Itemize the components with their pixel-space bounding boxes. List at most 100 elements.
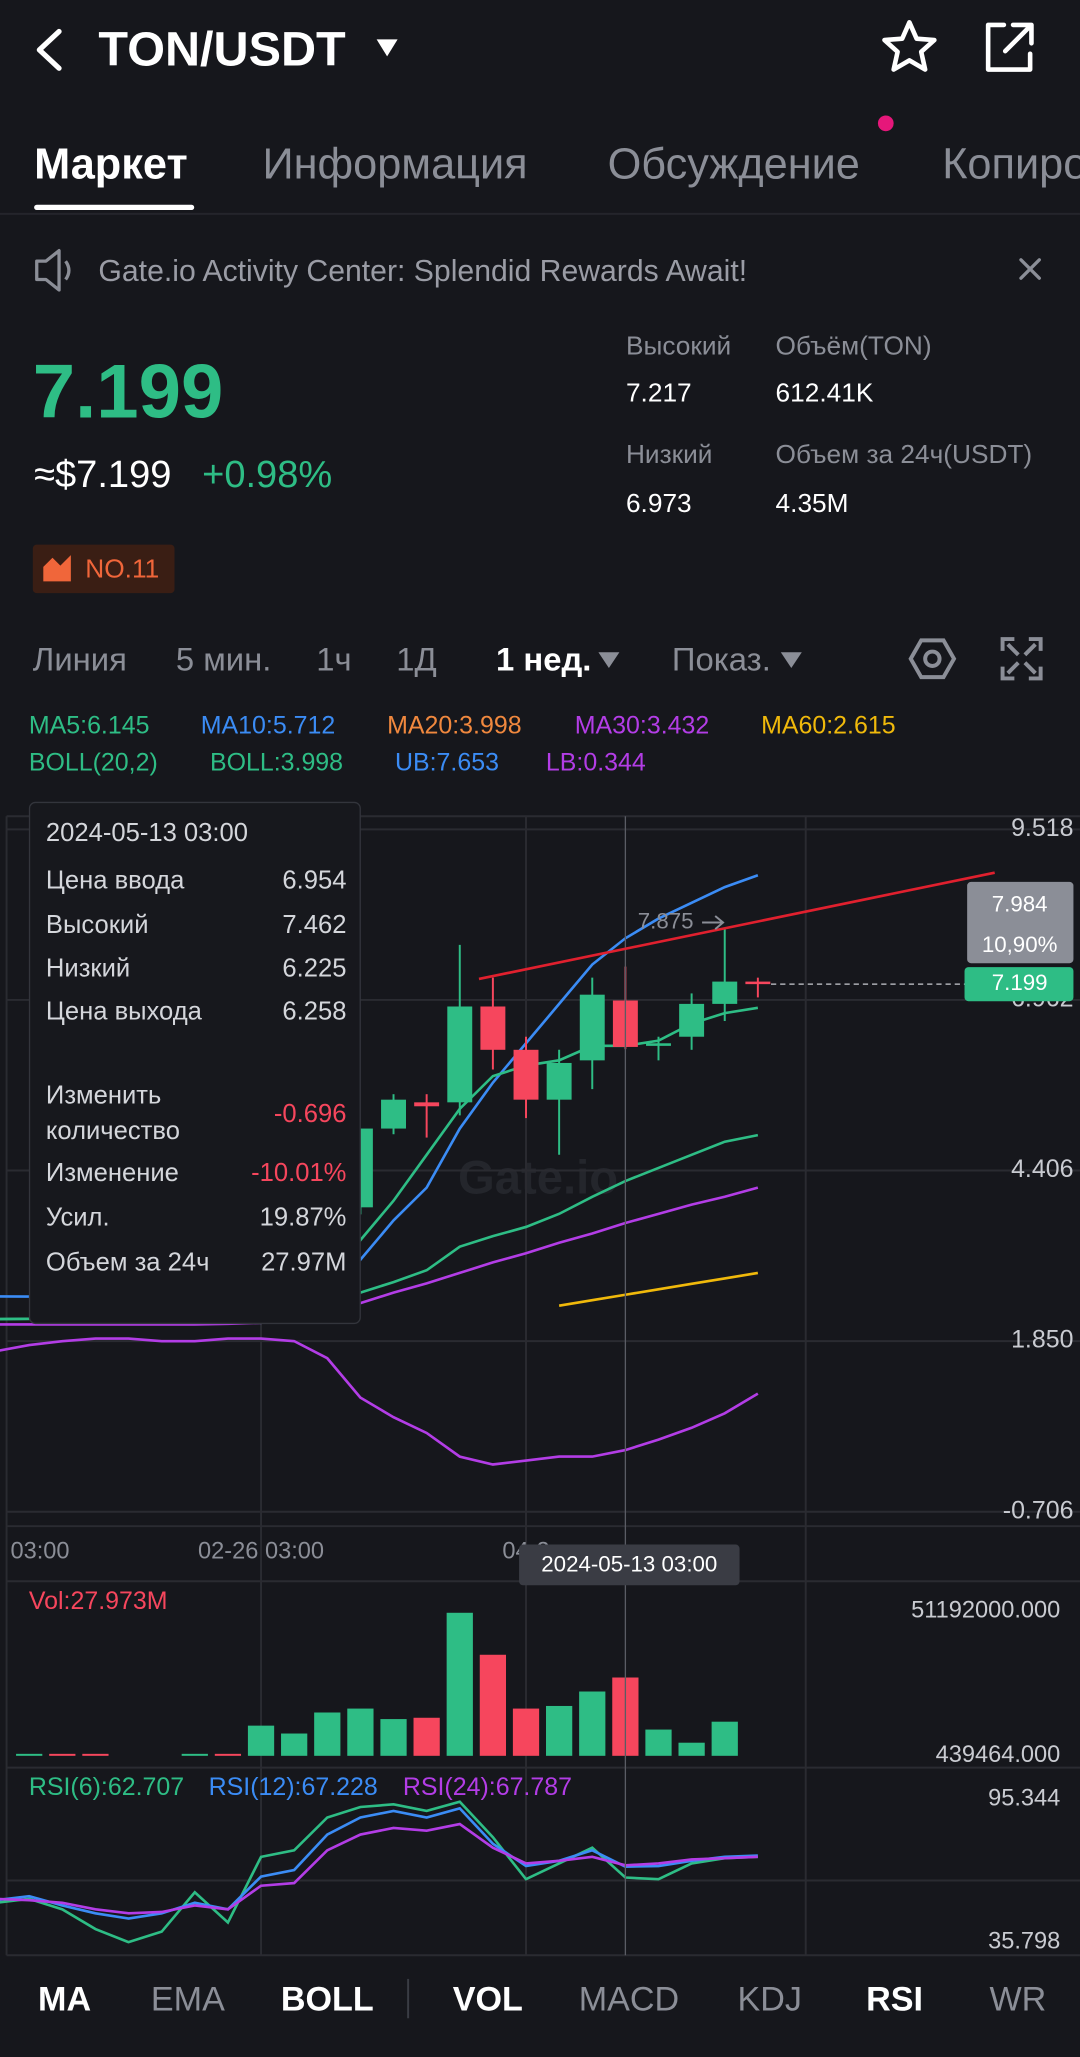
volume-bar: [16, 1753, 43, 1756]
drawing-arrow: [702, 915, 725, 930]
indicator-label: MA20:3.998: [387, 712, 522, 741]
legend-entry: RSI(6):62.707: [28, 1774, 185, 1802]
stat-label: Высокий: [625, 332, 732, 361]
drawing-label: 7.875: [638, 908, 694, 933]
tooltip-label: Изменение: [45, 1158, 179, 1188]
dropdown-caret[interactable]: [598, 652, 620, 668]
notification-dot: [877, 115, 894, 132]
indicator-tab[interactable]: VOL: [452, 1978, 523, 2019]
y-tick-label: 95.344: [988, 1785, 1060, 1811]
volume-bar: [678, 1742, 705, 1756]
drawing-tag-box: [967, 881, 1074, 964]
pair-title[interactable]: TON/USDT: [98, 22, 346, 77]
tooltip-time: 2024-05-13 03:00: [45, 818, 248, 848]
last-price: 7.199: [32, 349, 224, 435]
tooltip-value: 19.87%: [259, 1203, 347, 1233]
indicator-label: UB:7.653: [394, 749, 499, 777]
indicator-line: [0, 1337, 759, 1466]
interval[interactable]: Линия: [32, 641, 127, 679]
stat-value: 4.35M: [775, 489, 849, 519]
volume-bar: [247, 1725, 275, 1756]
stat-label: Объём(TON): [775, 332, 932, 361]
volume-bar: [49, 1753, 76, 1756]
tooltip-value: -10.01%: [251, 1158, 347, 1188]
volume-bar: [413, 1717, 440, 1756]
candle-body: [513, 1049, 539, 1100]
volume-bar: [446, 1612, 473, 1756]
indicator-tab[interactable]: WR: [989, 1978, 1047, 2019]
y-tick-label: 35.798: [988, 1928, 1060, 1954]
stat-value: 612.41K: [775, 379, 874, 409]
tooltip-row: Низкий 6.225: [46, 951, 347, 987]
tab[interactable]: Маркет: [34, 139, 188, 188]
candle-body: [546, 1062, 572, 1100]
indicator-tab[interactable]: EMA: [150, 1978, 225, 2019]
indicator-tab[interactable]: MA: [38, 1978, 92, 2019]
candle-body: [712, 981, 738, 1004]
volume-bar: [546, 1705, 573, 1756]
interval[interactable]: 1Д: [396, 641, 437, 679]
back-icon[interactable]: [36, 28, 62, 71]
tooltip-value: 6.954: [282, 866, 347, 895]
y-tick-label: 51192000.000: [911, 1598, 1060, 1624]
drawing-tag: 7.984: [992, 891, 1048, 916]
favorite-icon[interactable]: [882, 20, 937, 72]
indicator-tab[interactable]: RSI: [866, 1978, 923, 2019]
crosshair-label-box: [519, 1544, 740, 1586]
interval[interactable]: 1ч: [316, 641, 352, 679]
indicator-tab[interactable]: KDJ: [737, 1978, 802, 2019]
rsi-line: [0, 1800, 758, 1944]
volume-bar: [82, 1753, 109, 1756]
rsi-line: [0, 1806, 758, 1920]
y-tick-label: 9.518: [1011, 814, 1073, 842]
legend-entry: RSI(24):67.787: [402, 1774, 572, 1802]
stat-label: Объем за 24ч(USDT): [775, 440, 1033, 470]
indicator-label: MA30:3.432: [574, 712, 710, 741]
tab[interactable]: Копиро: [942, 139, 1080, 188]
candle-body: [579, 994, 605, 1061]
tab[interactable]: Информация: [262, 139, 528, 188]
dropdown-caret[interactable]: [376, 39, 398, 57]
last-price-label: 7.199: [992, 970, 1048, 995]
tooltip-row: Цена выхода 6.258: [46, 995, 347, 1031]
drawing-tag: 10,90%: [982, 932, 1058, 957]
tooltip-row: Изменить количество -0.696: [46, 1079, 347, 1151]
candle-body: [480, 1006, 506, 1050]
close-icon[interactable]: [1019, 258, 1041, 280]
tooltip: 2024-05-13 03:00 Цена ввода 6.954 Высокий 7…: [28, 801, 361, 1325]
tab[interactable]: Обсуждение: [607, 139, 860, 188]
watermark: Gate.io: [458, 1152, 618, 1205]
interval[interactable]: 5 мин.: [175, 641, 272, 679]
volume-bar: [645, 1729, 672, 1756]
y-tick-label: 4.406: [1011, 1155, 1073, 1183]
tooltip-label: Высокий: [45, 910, 149, 940]
settings-icon[interactable]: [908, 638, 957, 680]
candle-body: [745, 981, 771, 985]
interval[interactable]: 1 нед.: [496, 641, 592, 679]
tooltip-value: 6.225: [282, 954, 347, 983]
banner-text[interactable]: Gate.io Activity Center: Splendid Reward…: [98, 253, 748, 288]
tooltip-value: 6.258: [282, 997, 347, 1027]
rsi-line: [0, 1822, 758, 1915]
share-icon[interactable]: [985, 22, 1034, 72]
indicator-line: [0, 1186, 759, 1326]
indicator-tab[interactable]: BOLL: [280, 1978, 374, 2019]
rank-label: NO.11: [85, 555, 160, 584]
candle-body: [646, 1043, 671, 1046]
fullscreen-icon[interactable]: [1000, 637, 1043, 681]
trend-line: [478, 871, 995, 981]
indicator-tab[interactable]: MACD: [578, 1978, 680, 2019]
volume-bar: [214, 1753, 242, 1756]
indicator-label: BOLL:3.998: [209, 749, 344, 777]
tooltip-value: 27.97M: [261, 1247, 347, 1277]
interval[interactable]: Показ.: [671, 641, 771, 679]
dropdown-caret[interactable]: [780, 652, 802, 668]
price-change: +0.98%: [202, 454, 333, 497]
volume-bar: [579, 1691, 606, 1756]
indicator-label: MA10:5.712: [200, 712, 336, 741]
volume-label: Vol:27.973M: [28, 1587, 168, 1616]
indicator-line: [558, 1271, 759, 1307]
y-tick-label: 1.850: [1011, 1326, 1073, 1354]
indicator-label: LB:0.344: [545, 749, 646, 777]
